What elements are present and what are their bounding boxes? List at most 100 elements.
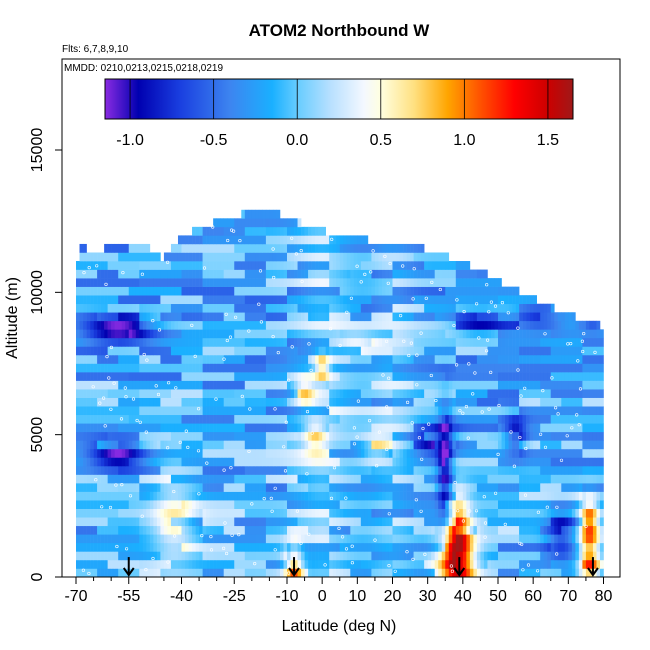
heatmap-cell [142,542,147,552]
heatmap-cell [177,397,182,407]
heatmap-cell [170,568,175,578]
heatmap-cell [515,414,520,424]
heatmap-cell [452,372,457,381]
heatmap-cell [466,346,471,356]
heatmap-cell [512,508,516,518]
heatmap-cell [251,474,256,484]
heatmap-cell [181,491,186,501]
heatmap-cell [529,508,534,518]
heatmap-cell [533,295,537,305]
heatmap-cell [100,465,105,475]
heatmap-cell [519,414,523,424]
heatmap-cell [561,397,566,407]
heatmap-cell [114,440,119,450]
heatmap-cell [125,346,130,356]
heatmap-cell [473,320,478,330]
heatmap-cell [392,483,397,492]
heatmap-cell [554,517,559,527]
heatmap-cell [469,508,474,518]
heatmap-cell [251,457,256,467]
heatmap-cell [227,483,232,492]
heatmap-cell [434,397,439,407]
heatmap-cell [311,517,316,527]
heatmap-cell [223,483,228,492]
heatmap-cell [325,534,330,544]
heatmap-cell [353,483,358,492]
heatmap-cell [448,559,453,569]
heatmap-cell [547,354,552,364]
heatmap-cell [396,559,400,569]
heatmap-cell [367,500,372,509]
heatmap-cell [582,431,587,441]
heatmap-cell [339,346,344,356]
heatmap-cell [459,448,464,458]
heatmap-cell [571,491,576,501]
heatmap-cell [396,423,400,433]
heatmap-cell [413,465,418,475]
heatmap-cell [417,542,421,552]
heatmap-cell [97,551,101,561]
heatmap-cell [241,423,246,433]
heatmap-cell [237,440,242,450]
heatmap-cell [515,517,520,527]
heatmap-cell [283,542,288,552]
heatmap-cell [343,414,348,424]
heatmap-cell [192,346,196,356]
heatmap-cell [100,483,105,492]
heatmap-cell [199,414,203,424]
heatmap-cell [483,483,488,492]
heatmap-cell [441,423,446,433]
heatmap-cell [181,559,186,569]
heatmap-cell [329,423,334,433]
heatmap-cell [550,491,555,501]
heatmap-cell [322,525,326,535]
heatmap-cell [575,440,580,450]
heatmap-cell [332,380,337,390]
heatmap-cell [244,440,249,450]
heatmap-cell [283,406,288,416]
heatmap-cell [550,354,555,364]
heatmap-cell [304,354,309,364]
heatmap-cell [163,465,168,475]
heatmap-cell [258,568,263,578]
heatmap-cell [526,508,530,518]
heatmap-cell [501,303,506,313]
heatmap-cell [448,448,453,458]
heatmap-cell [104,542,108,552]
heatmap-cell [90,525,94,535]
heatmap-cell [255,448,260,458]
heatmap-cell [420,465,425,475]
heatmap-cell [381,320,386,330]
heatmap-cell [561,440,566,450]
heatmap-cell [438,329,443,339]
heatmap-cell [547,491,552,501]
heatmap-cell [192,423,196,433]
heatmap-cell [378,337,383,347]
heatmap-cell [501,320,506,330]
heatmap-cell [473,491,478,501]
heatmap-cell [304,380,309,390]
heatmap-cell [357,286,362,296]
heatmap-cell [290,295,295,305]
heatmap-cell [420,542,425,552]
heatmap-cell [329,551,334,561]
heatmap-cell [76,397,80,407]
heatmap-cell [332,517,337,527]
heatmap-cell [568,448,573,458]
heatmap-cell [76,329,80,339]
heatmap-cell [480,568,485,578]
heatmap-cell [262,568,267,578]
heatmap-cell [146,406,151,416]
heatmap-cell [388,551,393,561]
heatmap-cell [445,465,450,475]
heatmap-cell [487,312,492,322]
heatmap-cell [262,474,267,484]
heatmap-cell [550,500,555,509]
heatmap-cell [206,483,210,492]
heatmap-cell [343,389,348,398]
heatmap-cell [550,542,555,552]
heatmap-cell [410,354,414,364]
heatmap-cell [371,457,376,467]
heatmap-cell [519,500,523,509]
heatmap-cell [346,406,351,416]
